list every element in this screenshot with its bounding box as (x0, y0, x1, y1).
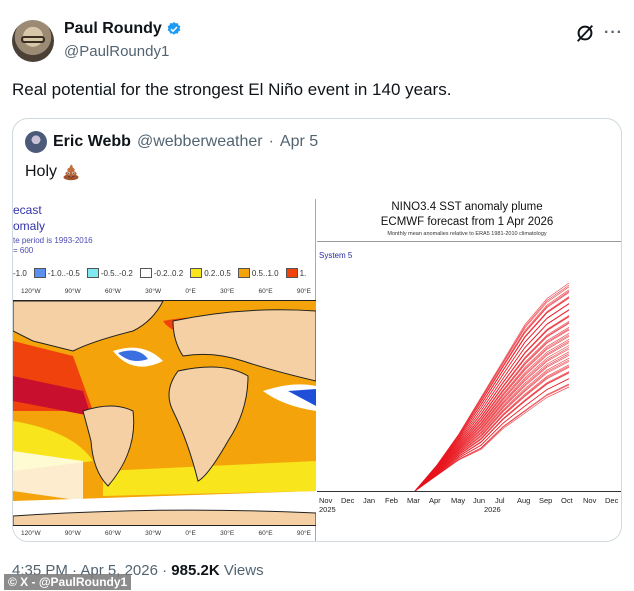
month-label: Jun (473, 496, 486, 505)
month-label: Dec (341, 496, 355, 505)
lon-label: 60°W (104, 288, 121, 295)
tweet-footer: 4:35 PM · Apr 5, 2026 · 985.2K Views (12, 562, 264, 579)
map-title-line1: ecast (13, 203, 42, 217)
tweet-text: Real potential for the strongest El Niño… (12, 80, 452, 99)
map-legend: -1.0 -1.0..-0.5 -0.5..-0.2 -0.2..0.2 0.2… (13, 268, 306, 278)
lon-label: 90°E (296, 288, 311, 295)
chart-divider (317, 241, 621, 242)
verified-badge-icon (167, 22, 181, 35)
legend-label: 0.2..0.5 (204, 268, 231, 278)
chart-note: Monthly mean anomalies relative to ERA5 … (387, 231, 547, 237)
legend-label: 1. (299, 268, 307, 278)
system-label: System 5 (319, 251, 353, 260)
lon-label: 90°W (64, 530, 81, 537)
nino34-plume-chart-image[interactable]: NINO3.4 SST anomaly plume ECMWF forecast… (317, 199, 621, 541)
lon-label: 120°W (21, 530, 41, 537)
month-label: Oct (561, 496, 573, 505)
chart-title: NINO3.4 SST anomaly plume (391, 201, 543, 213)
pile-of-poo-icon (63, 164, 79, 181)
legend-item: -0.5..-0.2 (86, 268, 133, 278)
chart-subtitle: ECMWF forecast from 1 Apr 2026 (380, 216, 554, 228)
map-note1: te period is 1993-2016 (13, 236, 93, 245)
tweet-header: Paul Roundy @PaulRoundy1 ··· (12, 18, 622, 66)
legend-label: -1.0 (13, 268, 27, 278)
avatar[interactable] (12, 20, 54, 62)
quoted-text: Holy (25, 163, 80, 181)
watermark: © X - @PaulRoundy1 (4, 574, 132, 590)
legend-swatch (237, 268, 250, 278)
month-label: Apr (429, 496, 441, 505)
legend-item: -0.2..0.2 (139, 268, 184, 278)
month-label: Jul (495, 496, 505, 505)
separator: · (72, 562, 78, 579)
month-label: Mar (407, 496, 420, 505)
month-label: Dec (605, 496, 619, 505)
views-count: 985.2K (171, 562, 220, 579)
lon-label: 30°W (145, 288, 162, 295)
legend-swatch (285, 268, 298, 278)
legend-label: 0.5..1.0 (251, 268, 279, 278)
legend-item: 0.5..1.0 (237, 268, 279, 278)
month-label: Aug (517, 496, 531, 505)
name-row: Paul Roundy (64, 20, 182, 38)
legend-item: -1.0..-0.5 (33, 268, 80, 278)
sst-map (13, 300, 316, 526)
longitude-labels-top: 120°W 90°W 60°W 30°W 0°E 30°E 60°E 90°E (21, 288, 311, 295)
legend-swatch (86, 268, 99, 278)
legend-item: 1. (285, 268, 307, 278)
legend-label: -1.0..-0.5 (47, 268, 80, 278)
month-label: Nov (583, 496, 597, 505)
legend-label: -0.2..0.2 (153, 268, 184, 278)
separator: · (162, 562, 168, 579)
map-graphic (13, 301, 316, 525)
more-options-icon[interactable]: ··· (604, 24, 623, 41)
legend-item: -1.0 (13, 268, 27, 278)
plume-lines (414, 282, 570, 492)
lon-label: 30°E (220, 288, 235, 295)
handle[interactable]: @PaulRoundy1 (64, 43, 170, 60)
avatar-glasses (21, 36, 45, 43)
longitude-labels-bottom: 120°W 90°W 60°W 30°W 0°E 30°E 60°E 90°E (21, 530, 311, 537)
grok-icon[interactable] (574, 22, 596, 44)
quoted-display-name[interactable]: Eric Webb (53, 133, 131, 150)
views-label: Views (223, 562, 264, 579)
map-title-line2: omaly (13, 219, 46, 233)
legend-swatch (139, 268, 152, 278)
year-label-2025: 2025 (319, 505, 336, 514)
display-name[interactable]: Paul Roundy (64, 20, 162, 37)
lon-label: 0°E (185, 530, 196, 537)
month-label: Sep (539, 496, 553, 505)
year-label-2026: 2026 (484, 505, 501, 514)
map-note2: = 600 (13, 246, 34, 255)
legend-label: -0.5..-0.2 (100, 268, 133, 278)
month-label: Feb (385, 496, 398, 505)
legend-item: 0.2..0.5 (190, 268, 231, 278)
quoted-avatar[interactable] (25, 131, 47, 153)
quoted-date[interactable]: Apr 5 (279, 133, 319, 150)
lon-label: 30°E (220, 530, 235, 537)
lon-label: 30°W (145, 530, 162, 537)
quoted-header: Eric Webb @webberweather · Apr 5 (25, 131, 318, 153)
lon-label: 60°E (258, 288, 273, 295)
lon-label: 60°E (258, 530, 273, 537)
quoted-text-body: Holy (25, 163, 58, 180)
lon-label: 60°W (104, 530, 121, 537)
lon-label: 90°W (64, 288, 81, 295)
legend-swatch (190, 268, 203, 278)
month-label: May (451, 496, 466, 505)
x-axis (317, 491, 621, 492)
legend-swatch (33, 268, 46, 278)
month-label: Jan (363, 496, 376, 505)
lon-label: 90°E (296, 530, 311, 537)
lon-label: 120°W (21, 288, 41, 295)
sst-anomaly-map-image[interactable]: ecast omaly te period is 1993-2016 = 600… (13, 199, 316, 541)
quoted-handle[interactable]: @webberweather (136, 133, 263, 150)
quoted-tweet[interactable]: Eric Webb @webberweather · Apr 5 Holy ec… (12, 118, 622, 542)
month-label: Nov (319, 496, 333, 505)
lon-label: 0°E (185, 288, 196, 295)
separator: · (268, 133, 274, 150)
